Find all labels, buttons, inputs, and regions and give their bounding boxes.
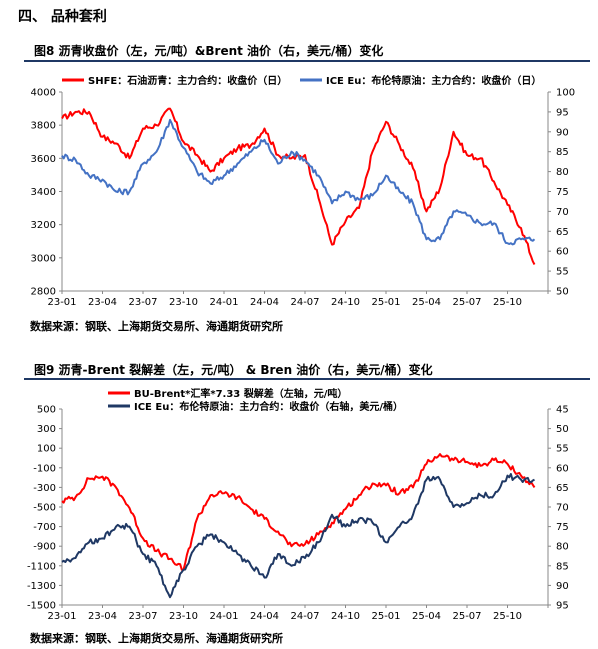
chart1-left-tick-label: 3000 [31,253,56,264]
chart2-x-tick-label: 23-07 [128,611,157,622]
figure8-title: 图8 沥青收盘价（左，元/吨）&Brent 油价（右，美元/桶）变化 [34,44,384,58]
chart2-x-tick-label: 25-01 [371,611,400,622]
chart1-x-tick-label: 23-07 [128,297,157,308]
chart2-left-tick-label: -1100 [27,561,56,572]
chart1-series-2-line [61,118,536,246]
figure9-title: 图9 沥青-Brent 裂解差（左，元/吨） & Bren 油价（右，美元/桶）… [34,363,433,377]
chart1-x-tick-label: 24-04 [250,297,279,308]
chart2-right-tick-label: 55 [556,444,569,455]
chart2-left-tick-label: 300 [37,424,56,435]
chart1-x-tick-label: 25-01 [371,297,400,308]
chart2-x-tick-label: 23-10 [169,611,198,622]
chart2-x-tick-label: 23-01 [47,611,76,622]
section-title: 四、 品种套利 [18,9,107,25]
chart2-right-tick-label: 75 [556,522,569,533]
chart1-right-tick-label: 50 [556,287,569,298]
chart2-x-tick-label: 25-04 [412,611,441,622]
chart1-right-tick-label: 75 [556,187,569,198]
chart2-right-tick-label: 70 [556,503,569,514]
chart1-x-tick-label: 25-07 [452,297,481,308]
chart2-legend-label-1: BU-Brent*汇率*7.33 裂解差（左轴，元/吨） [134,387,347,400]
chart2-left-tick-label: -900 [33,542,56,553]
chart1-left-tick-label: 3400 [31,187,56,198]
chart1-x-tick-label: 23-04 [88,297,117,308]
figure8-rule [24,60,590,62]
chart1-x-tick-label: 23-10 [169,297,198,308]
chart2-right-tick-label: 95 [556,601,569,612]
chart2-right-tick-label: 45 [556,405,569,416]
chart1-right-tick-label: 80 [556,167,569,178]
chart2-right-tick-label: 65 [556,483,569,494]
chart1-right-tick-label: 60 [556,247,569,258]
chart1-left-tick-label: 4000 [31,88,56,99]
chart2-left-tick-label: 100 [37,444,56,455]
chart1-legend-label-2: ICE Eu：布伦特原油：主力合约：收盘价（日） [326,74,541,87]
chart2-left-tick-label: 500 [37,405,56,416]
chart1-left-tick-label: 3800 [31,121,56,132]
chart1-right-tick-label: 85 [556,147,569,158]
chart1-right-tick-label: 65 [556,227,569,238]
chart2-right-tick-label: 60 [556,463,569,474]
chart2-right-tick-label: 80 [556,542,569,553]
chart1-left-tick-label: 2800 [31,287,56,298]
chart2-x-tick-label: 24-04 [250,611,279,622]
figure9-source: 数据来源：钢联、上海期货交易所、海通期货研究所 [30,632,283,645]
chart1-left-tick-label: 3200 [31,220,56,231]
chart2-right-tick-label: 50 [556,424,569,435]
chart2-x-tick-label: 25-10 [493,611,522,622]
chart1-x-tick-label: 24-01 [209,297,238,308]
chart2-series-1-line [61,453,536,571]
chart1-x-tick-label: 24-07 [290,297,319,308]
chart1-right-tick-label: 55 [556,267,569,278]
chart2-x-tick-label: 24-01 [209,611,238,622]
chart2-right-tick-label: 85 [556,561,569,572]
chart1-right-tick-label: 100 [556,88,575,99]
chart2-right-tick-label: 90 [556,581,569,592]
chart1-right-tick-label: 70 [556,207,569,218]
chart2-x-tick-label: 24-07 [290,611,319,622]
chart1-right-tick-label: 90 [556,127,569,138]
chart2-left-tick-label: -700 [33,522,56,533]
figure9-rule [24,378,590,380]
chart2-left-tick-label: -500 [33,503,56,514]
chart2-x-tick-label: 23-04 [88,611,117,622]
chart1-x-tick-label: 24-10 [331,297,360,308]
figure8-source: 数据来源：钢联、上海期货交易所、海通期货研究所 [30,320,283,333]
chart1-legend-label-1: SHFE：石油沥青：主力合约：收盘价（日） [88,74,287,87]
chart1-x-tick-label: 23-01 [47,297,76,308]
chart1-x-tick-label: 25-04 [412,297,441,308]
chart2-x-tick-label: 25-07 [452,611,481,622]
chart2-left-tick-label: -100 [33,463,56,474]
chart1-x-tick-label: 25-10 [493,297,522,308]
chart2-left-tick-label: -1500 [27,601,56,612]
chart1-left-tick-label: 3600 [31,154,56,165]
chart2-series-2-line [61,473,535,599]
chart2-left-tick-label: -1300 [27,581,56,592]
chart2-left-tick-label: -300 [33,483,56,494]
chart2-x-tick-label: 24-10 [331,611,360,622]
chart2-legend-label-2: ICE Eu：布伦特原油：主力合约：收盘价（右轴，美元/桶） [134,400,403,413]
chart1-right-tick-label: 95 [556,107,569,118]
